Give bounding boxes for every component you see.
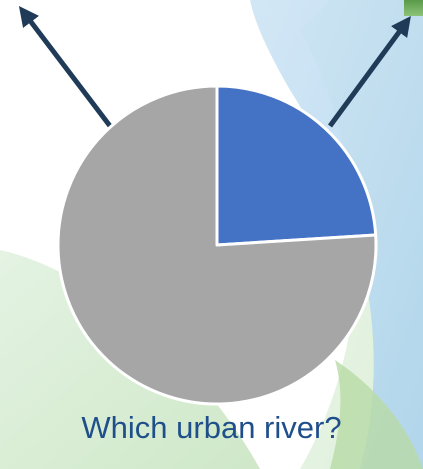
arrow-left xyxy=(18,6,112,128)
pie-slice-2 xyxy=(56,84,378,406)
pie-slice-1 xyxy=(215,84,378,247)
caption: Which urban river? xyxy=(81,410,342,445)
pie-slices xyxy=(56,84,378,406)
green-band-bottom xyxy=(330,360,423,469)
photo-corner xyxy=(404,0,423,16)
arrow-right xyxy=(327,15,411,128)
river-band xyxy=(250,0,423,469)
